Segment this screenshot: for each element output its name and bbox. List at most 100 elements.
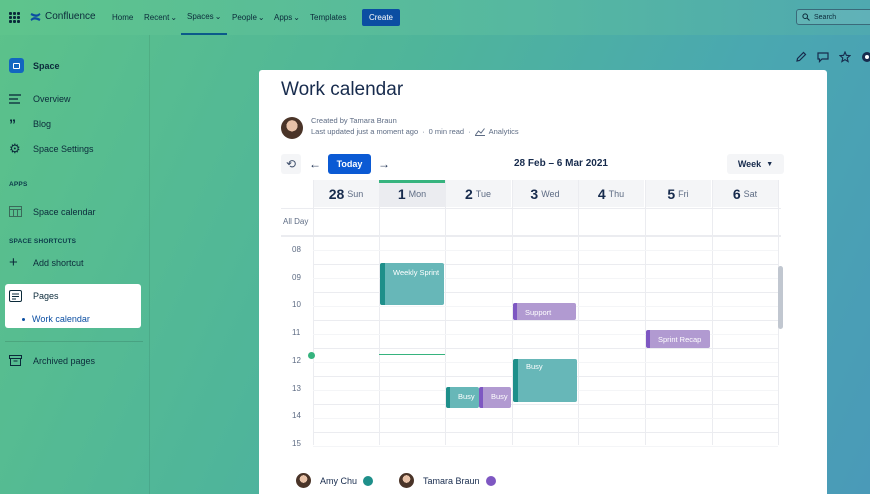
page-title: Work calendar [281,79,404,100]
apps-header: APPS [9,181,28,188]
watch-icon[interactable] [861,51,870,63]
day-header-wed[interactable]: 3 Wed [512,180,578,207]
header-divider [281,208,781,209]
quote-icon: ” [9,116,16,132]
create-button[interactable]: Create [362,9,400,26]
search-icon [802,13,810,21]
scrollbar-thumb[interactable] [778,266,783,329]
page-actions [795,51,870,63]
calendar-grid: 28 Sun 1 Mon 2 Tue 3 Wed 4 Thu 5 Fri 6 Sat All Day 08… [281,180,783,448]
sidebar-item-overview[interactable]: Overview [9,94,71,104]
space-shortcuts-header: SPACE SHORTCUTS [9,238,77,245]
grid-column-line [379,180,380,445]
sidebar-item-work-calendar[interactable]: Work calendar [22,314,90,324]
grid-row-line [313,418,778,419]
color-dot [363,475,374,486]
author-link[interactable]: Tamara Braun [349,116,397,125]
search-input[interactable]: Search [796,9,870,25]
grid-column-line [578,180,579,445]
add-shortcut-button[interactable]: + Add shortcut [9,254,84,271]
comment-icon[interactable] [817,51,829,63]
event-sprint-recap[interactable]: Sprint Recap [646,330,710,348]
grid-column-line [445,180,446,445]
sidebar-divider [5,341,143,342]
bullet [22,317,25,321]
color-dot [485,475,496,486]
grid-column-line [512,180,513,445]
previous-button[interactable]: ← [305,154,325,174]
confluence-logo[interactable]: Confluence [30,11,96,22]
sidebar-item-archived-pages[interactable]: Archived pages [9,355,95,366]
created-by: Created by Tamara Braun [311,116,397,125]
archive-icon [9,355,22,366]
day-header-mon[interactable]: 1 Mon [379,180,445,207]
hour-label: 09 [292,272,301,282]
nav-home[interactable]: Home [112,13,134,22]
hour-label: 11 [292,328,301,338]
author-avatar[interactable] [281,117,303,139]
grid-column-line [313,180,314,445]
participant-tamara-braun[interactable]: Tamara Braun [399,473,496,488]
participant-amy-chu[interactable]: Amy Chu [296,473,374,488]
sidebar-item-space-calendar[interactable]: Space calendar [9,206,96,217]
nav-recent[interactable]: Recent ⌄ [144,13,178,22]
avatar [296,473,311,488]
grid-row-line [313,334,778,335]
event-busy-wed[interactable]: Busy [513,359,577,402]
star-icon[interactable] [839,51,851,63]
sidebar-item-pages[interactable]: Pages [9,290,59,302]
grid-row-line [313,250,778,251]
overview-icon [9,94,21,104]
refresh-button[interactable]: ⟲ [281,154,301,174]
analytics-link[interactable]: Analytics [488,127,519,136]
arrow-left-icon: ← [309,157,321,171]
today-button[interactable]: Today [328,154,371,174]
nav-apps[interactable]: Apps ⌄ [274,13,300,22]
nav-people[interactable]: People ⌄ [232,13,265,22]
gear-icon: ⚙ [9,141,21,156]
day-header-sat[interactable]: 6 Sat [712,180,778,207]
event-busy-tue-2[interactable]: Busy [479,387,511,408]
hour-label: 14 [292,411,301,421]
today-indicator [379,180,445,183]
sidebar-item-blog[interactable]: ” Blog [9,116,52,132]
sidebar-item-space-settings[interactable]: ⚙ Space Settings [9,141,94,156]
day-header-thu[interactable]: 4 Thu [578,180,644,207]
hour-label: 13 [292,383,301,393]
hour-label: 08 [292,245,301,254]
hour-label: 12 [292,355,301,365]
arrow-right-icon: → [378,157,390,171]
day-header-sun[interactable]: 28 Sun [313,180,379,207]
day-header-fri[interactable]: 5 Fri [645,180,711,207]
event-busy-tue-1[interactable]: Busy [446,387,479,408]
hour-label: 10 [292,300,301,310]
now-dot [308,352,315,359]
grid-column-line [645,180,646,445]
nav-spaces[interactable]: Spaces ⌄ [181,0,228,35]
space-link[interactable]: Space [9,58,60,73]
next-button[interactable]: → [374,154,394,174]
grid-row-line [313,278,778,279]
all-day-label: All Day [283,217,309,226]
grid-row-line [313,236,778,237]
top-navigation-bar: Confluence Home Recent ⌄ Spaces ⌄ People ⌄ … [0,0,870,35]
grid-row-line [313,432,778,433]
pages-icon [9,290,22,302]
grid-row-line [313,264,778,265]
view-select[interactable]: Week ▼ [727,154,784,174]
event-support[interactable]: Support [513,303,576,320]
hour-label: 15 [292,438,301,448]
avatar [399,473,414,488]
space-icon [9,58,24,73]
calendar-icon [9,206,22,217]
day-header-tue[interactable]: 2 Tue [445,180,511,207]
edit-icon[interactable] [795,51,807,63]
event-weekly-sprint[interactable]: Weekly Sprint [380,263,444,305]
page-meta: Last updated just a moment ago · 0 min re… [311,127,519,136]
grid-column-line [712,180,713,445]
app-switcher-icon[interactable] [9,12,20,23]
grid-row-line [313,292,778,293]
refresh-icon: ⟲ [285,157,297,171]
page-content: Work calendar Created by Tamara Braun La… [259,70,827,494]
nav-templates[interactable]: Templates [310,13,347,22]
